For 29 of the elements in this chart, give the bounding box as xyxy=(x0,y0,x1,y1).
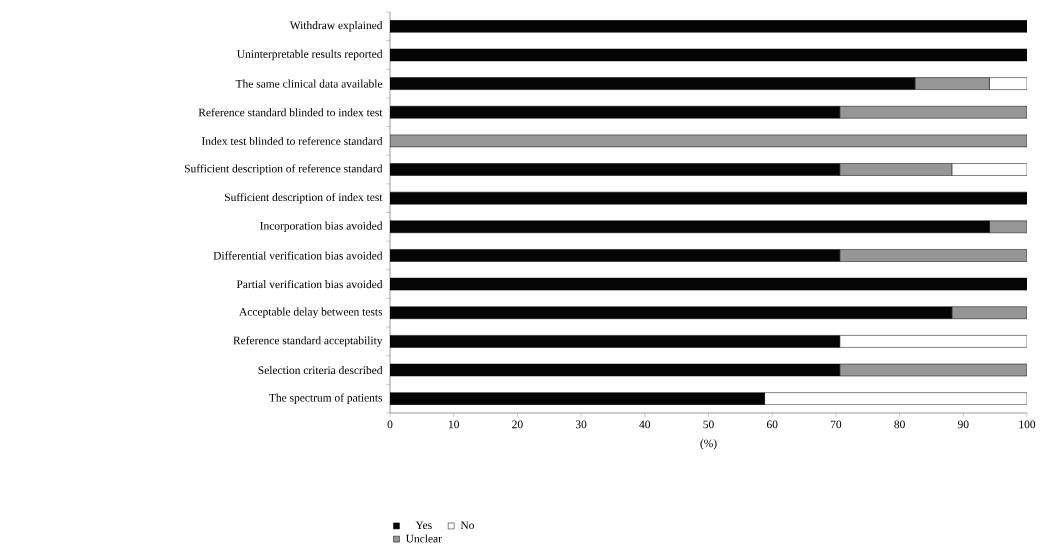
x-tick-label: 80 xyxy=(894,420,905,429)
y-tick-label: Index test blinded to reference standard xyxy=(201,136,383,145)
legend-label: Unclear xyxy=(405,534,442,543)
y-tick-label: Sufficient description of index test xyxy=(225,192,383,204)
y-tick-label: Sufficient description of reference standard xyxy=(184,164,383,175)
legend-label: No xyxy=(460,521,474,530)
y-tick-label: Reference standard blinded to index test xyxy=(198,108,383,117)
x-tick-label: 60 xyxy=(766,420,778,429)
y-tick-label: The same clinical data available xyxy=(235,79,383,88)
y-tick-label: Acceptable delay between tests xyxy=(239,307,383,318)
x-tick-label: 90 xyxy=(957,420,969,429)
y-tick-label: Incorporation bias avoided xyxy=(260,221,383,233)
y-tick-label: Uninterpretable results reported xyxy=(237,49,383,61)
legend-label: Yes xyxy=(415,521,432,530)
y-tick-label: Differential verification bias avoided xyxy=(213,251,383,260)
x-tick-label: 20 xyxy=(512,420,523,429)
x-tick-label: 0 xyxy=(387,420,393,429)
x-tick-label: 50 xyxy=(703,420,714,429)
x-tick-label: 100 xyxy=(1019,420,1036,429)
x-tick-label: 70 xyxy=(830,420,842,429)
x-axis-title: (%) xyxy=(700,439,717,450)
y-tick-label: Withdraw explained xyxy=(289,21,383,32)
x-tick-label: 10 xyxy=(448,420,460,429)
x-tick-label: 40 xyxy=(639,420,651,429)
y-tick-label: The spectrum of patients xyxy=(269,393,383,404)
y-tick-label: Reference standard acceptability xyxy=(233,336,383,347)
x-tick-label: 30 xyxy=(575,420,587,429)
y-tick-label: Partial verification bias avoided xyxy=(236,280,383,289)
y-tick-label: Selection criteria described xyxy=(258,365,383,375)
